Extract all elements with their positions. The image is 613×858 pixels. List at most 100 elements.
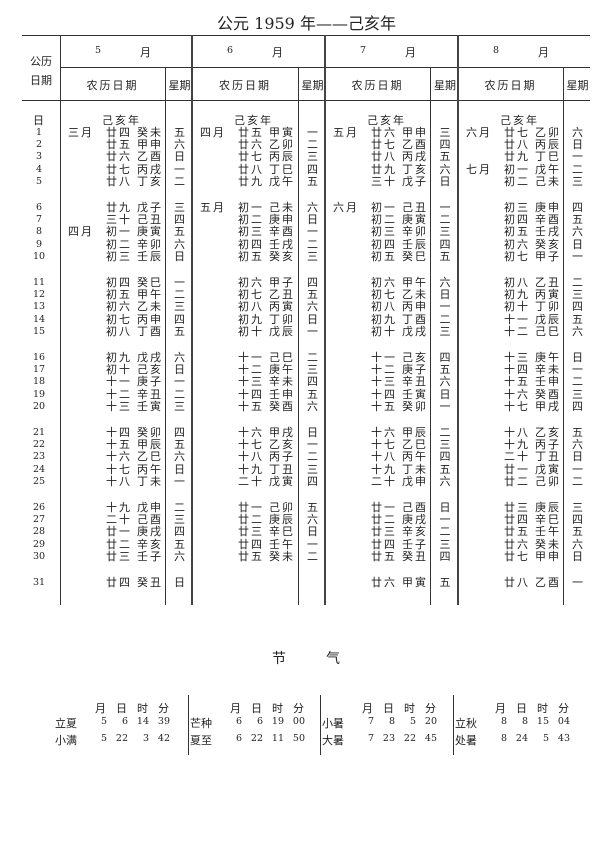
ganzhi-day: 乙酉 bbox=[402, 138, 428, 152]
lunar-day: 十七 bbox=[504, 399, 530, 413]
ganzhi-day: 乙酉 bbox=[137, 150, 163, 164]
day-number: 30 bbox=[32, 550, 46, 562]
lunar-day: 三十 bbox=[371, 174, 397, 188]
weekday: 二 bbox=[439, 426, 451, 439]
lunar-day: 廿六 bbox=[238, 138, 264, 152]
weekday: 日 bbox=[174, 576, 185, 589]
weekday: 五 bbox=[307, 174, 318, 188]
weekday: 三 bbox=[174, 399, 185, 413]
lunar-day: 初一 bbox=[238, 201, 264, 214]
solar-term-col-header: 分 bbox=[293, 702, 304, 715]
lunar-day: 十三 bbox=[504, 351, 530, 364]
weekday: 一 bbox=[572, 150, 583, 164]
day-number: 20 bbox=[32, 400, 46, 412]
ganzhi-day: 乙亥 bbox=[269, 438, 295, 452]
ganzhi-day: 丙子 bbox=[535, 438, 561, 452]
lunar-day: 廿五 bbox=[106, 138, 132, 152]
solar-term-value: 22 bbox=[250, 733, 263, 744]
weekday: 三 bbox=[572, 501, 583, 514]
ganzhi-day: 丁亥 bbox=[402, 162, 428, 176]
lunar-day: 十八 bbox=[504, 426, 530, 439]
solar-term-col-header: 时 bbox=[537, 702, 548, 715]
day-number: 21 bbox=[32, 427, 46, 438]
weekday: 一 bbox=[174, 375, 185, 389]
ganzhi-day: 乙丑 bbox=[269, 288, 295, 302]
ganzhi-day: 丁酉 bbox=[402, 312, 428, 326]
weekday: 五 bbox=[307, 288, 318, 302]
ganzhi-day: 乙卯 bbox=[269, 138, 295, 152]
header-bottom-border bbox=[22, 100, 590, 101]
lunar-day: 廿一 bbox=[238, 501, 264, 514]
ganzhi-day: 庚戌 bbox=[137, 525, 163, 539]
weekday: 四 bbox=[572, 513, 583, 527]
weekday: 六 bbox=[572, 225, 583, 239]
ganzhi-day: 辛巳 bbox=[535, 513, 561, 527]
solar-term-value: 8 bbox=[500, 733, 507, 744]
day-number: 14 bbox=[32, 313, 46, 325]
ganzhi-day: 庚戌 bbox=[402, 513, 428, 527]
ganzhi-day: 丁亥 bbox=[137, 174, 163, 188]
solar-term-value: 19 bbox=[271, 716, 284, 727]
ganzhi-day: 庚寅 bbox=[137, 225, 163, 239]
lunar-day: 十七 bbox=[238, 438, 264, 452]
solar-term-value: 5 bbox=[409, 716, 416, 727]
weekday-header: 星期 bbox=[566, 79, 589, 92]
weekday: 日 bbox=[307, 525, 318, 539]
ganzhi-day: 庚午 bbox=[269, 363, 295, 377]
ganzhi-day: 丙申 bbox=[137, 312, 163, 326]
lunar-day: 初五 bbox=[106, 288, 132, 302]
lunar-day: 初九 bbox=[106, 351, 132, 364]
ganzhi-day: 丙子 bbox=[269, 450, 295, 464]
day-number: 27 bbox=[32, 514, 46, 526]
ganzhi-day: 庚子 bbox=[402, 363, 428, 377]
lunar-day: 廿五 bbox=[238, 126, 264, 139]
weekday: 二 bbox=[439, 312, 451, 326]
lunar-day: 初七 bbox=[504, 249, 530, 263]
solar-term-value: 7 bbox=[367, 733, 374, 744]
solar-term-col-header: 日 bbox=[516, 702, 527, 715]
ganzhi-day: 甲午 bbox=[402, 276, 428, 289]
weekday: 日 bbox=[174, 150, 185, 164]
weekday: 三 bbox=[439, 438, 451, 452]
solar-term-value: 20 bbox=[424, 716, 437, 727]
weekday: 三 bbox=[307, 150, 318, 164]
weekday-col-divider bbox=[298, 67, 299, 605]
solar-term-name: 小满 bbox=[55, 734, 77, 747]
ganzhi-day: 乙未 bbox=[402, 288, 428, 302]
lunar-day: 廿九 bbox=[238, 174, 264, 188]
ganzhi-day: 乙亥 bbox=[535, 426, 561, 439]
ganzhi-day: 甲戌 bbox=[269, 426, 295, 439]
lunar-day: 廿七 bbox=[238, 150, 264, 164]
weekday: 四 bbox=[572, 399, 583, 413]
lunar-day: 初八 bbox=[371, 300, 397, 314]
weekday: 一 bbox=[572, 363, 583, 377]
ganzhi-day: 乙酉 bbox=[535, 576, 561, 589]
weekday: 二 bbox=[307, 237, 318, 251]
lunar-day: 十五 bbox=[106, 438, 132, 452]
ganzhi-day: 癸卯 bbox=[402, 399, 428, 413]
lunar-day: 初六 bbox=[371, 276, 397, 289]
ganzhi-day: 丙寅 bbox=[535, 288, 561, 302]
lunar-day: 十四 bbox=[371, 387, 397, 401]
weekday: 四 bbox=[439, 549, 451, 563]
ganzhi-day: 戊申 bbox=[402, 474, 428, 488]
ganzhi-day: 戊辰 bbox=[535, 312, 561, 326]
weekday: 二 bbox=[174, 501, 185, 514]
ganzhi-day: 己亥 bbox=[137, 363, 163, 377]
lunar-day: 初三 bbox=[371, 225, 397, 239]
solar-term-value: 7 bbox=[367, 716, 374, 727]
weekday: 一 bbox=[307, 225, 318, 239]
day-number: 15 bbox=[32, 325, 46, 337]
lunar-day: 廿七 bbox=[371, 138, 397, 152]
weekday: 五 bbox=[572, 213, 583, 227]
weekday: 六 bbox=[307, 201, 318, 214]
weekday: 四 bbox=[307, 375, 318, 389]
ganzhi-day: 癸巳 bbox=[137, 276, 163, 289]
solar-term-col-header: 分 bbox=[158, 702, 169, 715]
lunar-day: 十八 bbox=[238, 450, 264, 464]
lunar-day: 廿九 bbox=[371, 162, 397, 176]
ganzhi-day: 辛亥 bbox=[137, 537, 163, 551]
ganzhi-day: 甲辰 bbox=[137, 438, 163, 452]
weekday: 一 bbox=[307, 537, 318, 551]
ganzhi-day: 戊戌 bbox=[402, 324, 428, 338]
